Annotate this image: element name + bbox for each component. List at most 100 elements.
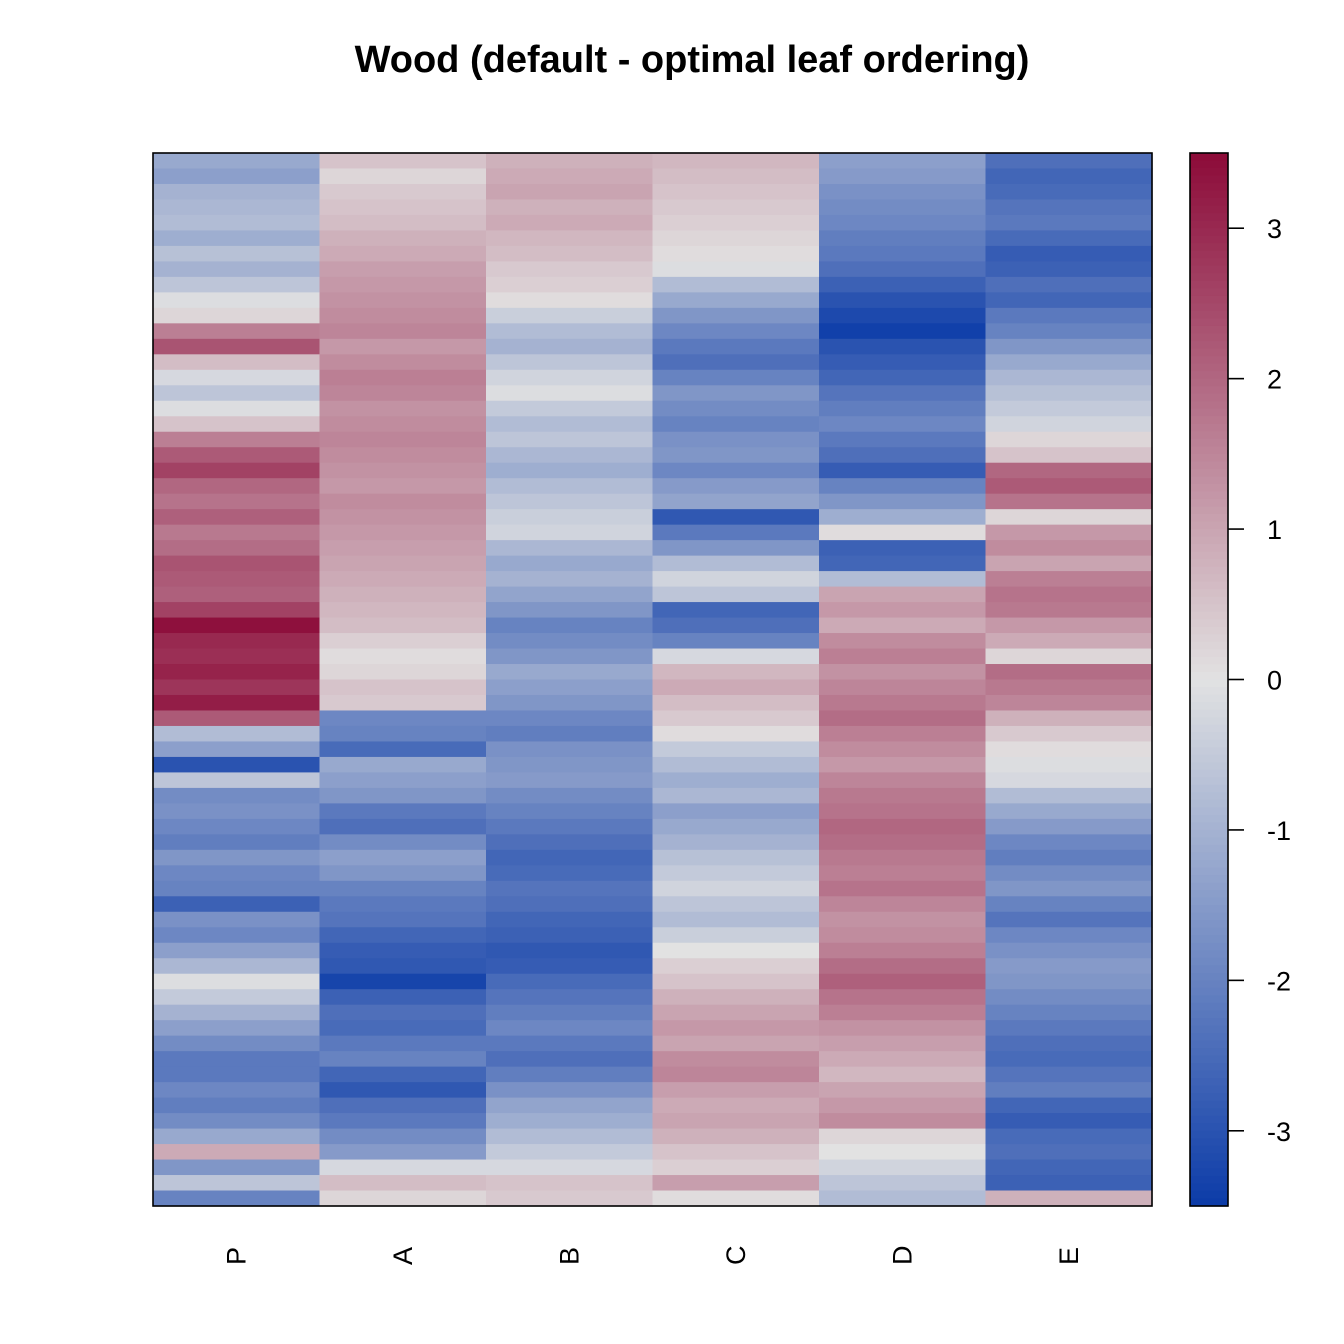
heatmap-cell — [319, 1035, 487, 1052]
heatmap-cell — [652, 787, 820, 804]
heatmap-cell — [652, 524, 820, 541]
heatmap-cell — [652, 1035, 820, 1052]
heatmap-cell — [819, 1004, 987, 1021]
heatmap-cell — [153, 942, 321, 959]
colorbar-segment — [1190, 386, 1228, 395]
heatmap-cell — [652, 183, 820, 201]
colorbar-segment — [1190, 837, 1228, 846]
heatmap-cell — [319, 725, 487, 743]
heatmap-cell — [319, 555, 487, 572]
heatmap-cell — [819, 385, 987, 402]
heatmap-cell — [819, 602, 987, 619]
column-label: E — [1054, 1247, 1084, 1265]
heatmap-cell — [985, 818, 1153, 835]
heatmap-cell — [819, 431, 987, 448]
heatmap-cell — [319, 694, 487, 712]
heatmap-cell — [652, 338, 820, 355]
heatmap-cell — [819, 540, 987, 557]
heatmap-cell — [819, 911, 987, 928]
heatmap-cell — [985, 199, 1153, 216]
heatmap-cell — [153, 183, 321, 201]
heatmap-cell — [319, 571, 487, 588]
heatmap-cell — [153, 540, 321, 557]
heatmap-cell — [985, 1020, 1153, 1037]
heatmap-cell — [486, 416, 654, 433]
colorbar-segment — [1190, 363, 1228, 372]
heatmap-cell — [985, 725, 1153, 743]
colorbar-segment — [1190, 762, 1228, 771]
heatmap-cell — [985, 927, 1153, 944]
heatmap-cell — [319, 602, 487, 619]
heatmap-cell — [153, 1051, 321, 1068]
colorbar-segment — [1190, 641, 1228, 651]
heatmap-cell — [819, 927, 987, 944]
heatmap-cell — [652, 323, 820, 340]
heatmap-cell — [652, 168, 820, 185]
heatmap-cell — [319, 245, 487, 262]
heatmap-cell — [486, 648, 654, 665]
heatmap-cell — [985, 586, 1153, 603]
heatmap-cell — [153, 524, 321, 541]
heatmap-cell — [153, 664, 321, 681]
heatmap-cell — [153, 1159, 321, 1176]
heatmap-cell — [652, 741, 820, 758]
heatmap-cell — [319, 834, 487, 851]
colorbar-segment — [1190, 265, 1228, 274]
heatmap-cell — [819, 958, 987, 975]
colorbar-segment — [1190, 521, 1228, 530]
heatmap-cell — [819, 787, 987, 804]
colorbar-segment — [1190, 604, 1228, 613]
heatmap-cell — [319, 756, 487, 774]
heatmap-cell — [153, 1113, 321, 1130]
colorbar-segment — [1190, 867, 1228, 876]
colorbar-segment — [1190, 875, 1228, 884]
heatmap-cell — [985, 772, 1153, 789]
heatmap-cell — [486, 230, 654, 247]
heatmap-cell — [985, 230, 1153, 247]
heatmap-cell — [652, 602, 820, 619]
heatmap-cell — [819, 230, 987, 247]
heatmap-cell — [153, 633, 321, 650]
heatmap-cell — [652, 400, 820, 417]
heatmap-cell — [486, 1144, 654, 1161]
heatmap-cell — [652, 354, 820, 371]
heatmap-cell — [486, 865, 654, 882]
heatmap-cell — [153, 772, 321, 789]
colorbar-segment — [1190, 1190, 1228, 1200]
heatmap-cell — [819, 679, 987, 696]
colorbar-segment — [1190, 1108, 1228, 1117]
heatmap-cell — [652, 230, 820, 247]
heatmap-cell — [652, 540, 820, 557]
heatmap-cell — [319, 896, 487, 913]
colorbar-segment — [1190, 153, 1228, 162]
heatmap-cell — [985, 478, 1153, 495]
heatmap-cell — [652, 369, 820, 386]
heatmap-cell — [819, 1066, 987, 1083]
heatmap-cell — [985, 540, 1153, 557]
heatmap-cell — [319, 199, 487, 216]
heatmap-cell — [153, 1082, 321, 1099]
heatmap-cell — [652, 865, 820, 882]
heatmap-cell — [985, 1035, 1153, 1052]
heatmap-cell — [153, 400, 321, 417]
heatmap-cell — [319, 540, 487, 557]
heatmap-cell — [652, 292, 820, 309]
colorbar-segment — [1190, 957, 1228, 966]
heatmap-cell — [153, 153, 321, 170]
heatmap-cell — [319, 741, 487, 758]
heatmap-cell — [819, 1159, 987, 1176]
colorbar-segment — [1190, 288, 1228, 297]
colorbar-segment — [1190, 1002, 1228, 1012]
heatmap-cell — [652, 153, 820, 170]
heatmap-cell — [985, 617, 1153, 634]
heatmap-cell — [652, 214, 820, 232]
heatmap-cell — [985, 153, 1153, 170]
heatmap-cell — [652, 1113, 820, 1130]
heatmap-cell — [985, 571, 1153, 588]
heatmap-cell — [153, 849, 321, 866]
heatmap-cell — [319, 1004, 487, 1021]
colorbar-tick-label: 2 — [1267, 365, 1282, 395]
colorbar-segment — [1190, 325, 1228, 335]
heatmap-cell — [486, 153, 654, 170]
